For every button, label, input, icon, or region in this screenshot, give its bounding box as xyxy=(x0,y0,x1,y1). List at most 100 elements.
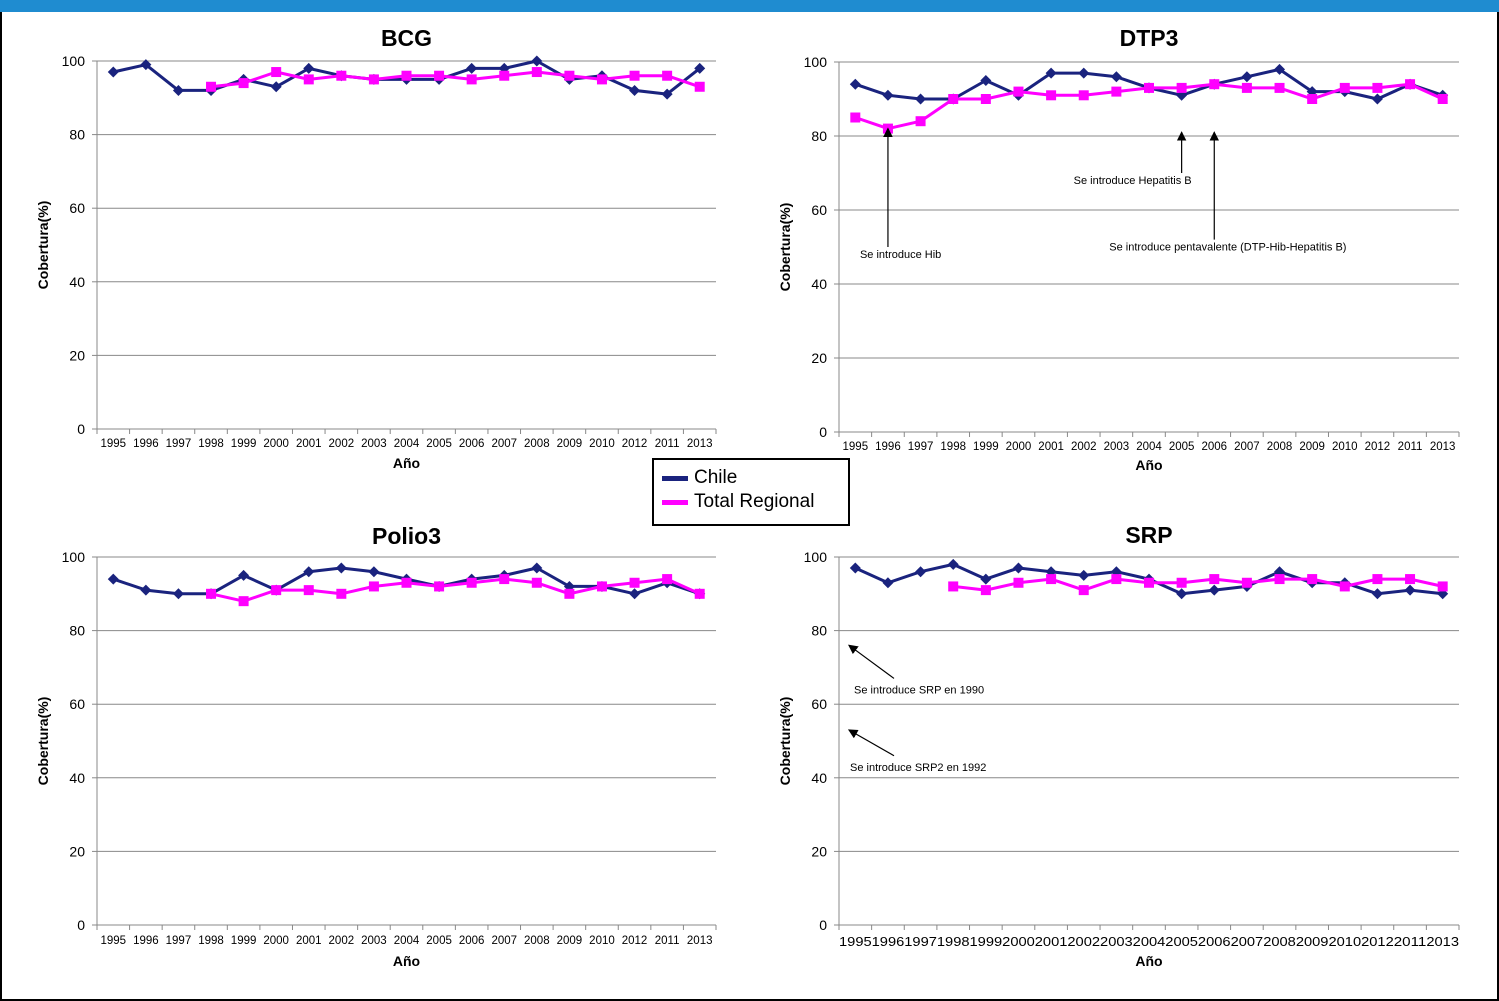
data-point-total-regional xyxy=(1241,82,1252,93)
y-axis-label: Cobertura(%) xyxy=(35,201,51,290)
x-tick-label: 2000 xyxy=(1002,934,1035,949)
x-tick-label: 2006 xyxy=(1198,934,1231,949)
y-tick-label: 20 xyxy=(811,843,827,859)
data-point-total-regional xyxy=(401,577,412,588)
data-point-total-regional xyxy=(303,585,314,596)
x-tick-label: 2013 xyxy=(1426,934,1459,949)
data-point-total-regional xyxy=(238,78,249,89)
x-tick-label: 1998 xyxy=(198,438,224,450)
data-point-total-regional xyxy=(1307,94,1318,104)
data-point-total-regional xyxy=(1046,574,1057,585)
data-point-total-regional xyxy=(368,581,379,592)
data-point-chile xyxy=(980,573,992,585)
y-tick-label: 20 xyxy=(811,350,827,366)
data-point-chile xyxy=(980,75,992,86)
chart-title-polio3: Polio3 xyxy=(372,523,441,549)
x-tick-label: 2013 xyxy=(687,438,713,450)
x-tick-label: 1995 xyxy=(100,935,126,947)
x-tick-label: 2002 xyxy=(329,935,355,947)
data-point-total-regional xyxy=(238,596,249,607)
data-point-total-regional xyxy=(466,74,477,85)
data-point-total-regional xyxy=(1176,577,1187,588)
data-point-total-regional xyxy=(948,581,959,592)
data-point-chile xyxy=(882,89,894,101)
y-axis-label: Cobertura(%) xyxy=(777,203,793,292)
data-point-chile xyxy=(849,562,861,574)
x-tick-label: 1996 xyxy=(875,441,901,453)
data-point-total-regional xyxy=(1372,574,1383,585)
series-line-total-regional xyxy=(953,577,1444,592)
x-tick-label: 2012 xyxy=(1365,441,1391,453)
x-tick-label: 2012 xyxy=(1361,934,1394,949)
data-point-total-regional xyxy=(564,70,575,81)
data-point-total-regional xyxy=(1209,79,1220,90)
x-tick-label: 2011 xyxy=(1398,441,1423,453)
data-point-total-regional xyxy=(629,70,640,81)
data-point-total-regional xyxy=(1405,574,1416,585)
data-point-chile xyxy=(1371,588,1383,600)
legend-item-total-regional: Total Regional xyxy=(662,490,848,514)
data-point-chile xyxy=(335,562,347,574)
data-point-total-regional xyxy=(694,81,705,92)
x-tick-label: 2007 xyxy=(491,438,517,450)
y-tick-label: 80 xyxy=(811,623,827,639)
data-point-chile xyxy=(238,569,250,581)
x-tick-label: 2009 xyxy=(1299,441,1325,453)
data-point-total-regional xyxy=(1372,82,1383,93)
x-tick-label: 1997 xyxy=(166,438,192,450)
x-tick-label: 1999 xyxy=(231,438,257,450)
y-tick-label: 60 xyxy=(69,696,85,712)
data-point-chile xyxy=(882,577,894,589)
x-tick-label: 2002 xyxy=(1067,934,1100,949)
data-point-chile xyxy=(303,62,315,74)
y-tick-label: 80 xyxy=(811,128,827,144)
data-point-chile xyxy=(140,59,152,71)
data-point-total-regional xyxy=(499,574,510,585)
data-point-total-regional xyxy=(1111,86,1122,97)
x-tick-label: 2008 xyxy=(1267,441,1293,453)
data-point-total-regional xyxy=(1078,90,1089,101)
data-point-chile xyxy=(947,558,959,570)
chart-dtp3: DTP3 0 20 40 60 80 100 1995 1996 1997 1998 1999 2000… xyxy=(777,25,1460,473)
legend-label-total-regional: Total Regional xyxy=(694,491,815,512)
data-point-chile xyxy=(172,84,184,96)
x-tick-label: 1998 xyxy=(940,441,966,453)
data-point-total-regional xyxy=(1176,82,1187,93)
data-point-chile xyxy=(368,566,380,578)
x-tick-label: 2010 xyxy=(1332,441,1358,453)
x-tick-label: 1997 xyxy=(908,441,934,453)
data-point-total-regional xyxy=(336,588,347,599)
data-point-total-regional xyxy=(1274,82,1285,93)
y-tick-label: 80 xyxy=(69,127,85,143)
data-point-total-regional xyxy=(1339,581,1350,592)
data-point-chile xyxy=(915,566,927,578)
data-point-total-regional xyxy=(531,67,542,78)
data-point-total-regional xyxy=(499,70,510,81)
data-point-chile xyxy=(1404,584,1416,596)
x-tick-label: 2012 xyxy=(622,438,648,450)
x-tick-label: 2000 xyxy=(263,438,289,450)
x-tick-label: 2011 xyxy=(1394,934,1427,949)
data-point-chile xyxy=(661,88,673,100)
data-point-total-regional xyxy=(694,588,705,599)
data-point-total-regional xyxy=(434,581,445,592)
data-point-total-regional xyxy=(271,585,282,596)
x-tick-label: 2010 xyxy=(1328,934,1361,949)
x-tick-label: 2004 xyxy=(1136,441,1162,453)
data-point-total-regional xyxy=(1013,86,1024,97)
chart-bcg: BCG 0 20 40 60 80 100 1995 1996 1997 1998 1999 2000 2… xyxy=(35,25,717,471)
top-bar xyxy=(0,0,1499,12)
data-point-total-regional xyxy=(596,74,607,85)
data-point-chile xyxy=(1274,63,1286,75)
x-tick-label: 2012 xyxy=(622,935,648,947)
y-tick-label: 0 xyxy=(77,421,85,437)
data-point-total-regional xyxy=(980,94,991,104)
x-tick-label: 2000 xyxy=(263,935,289,947)
data-point-total-regional xyxy=(1209,574,1220,585)
data-point-total-regional xyxy=(466,577,477,588)
annotation-label: Se introduce SRP en 1990 xyxy=(854,684,984,696)
y-tick-label: 100 xyxy=(62,549,86,565)
x-tick-label: 1997 xyxy=(904,934,937,949)
x-tick-label: 1995 xyxy=(100,438,126,450)
